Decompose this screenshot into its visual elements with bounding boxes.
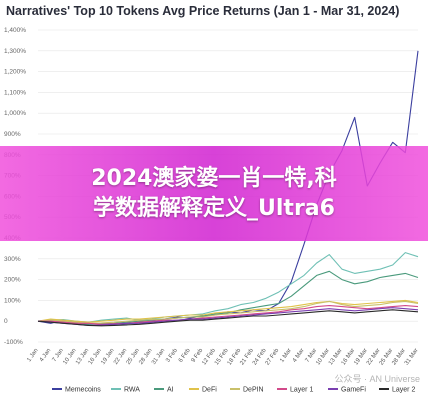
- y-tick-label: 300%: [4, 256, 21, 263]
- series-line-layer-1: [38, 305, 419, 325]
- y-tick-label: 1,100%: [4, 89, 26, 96]
- legend-label: Layer 2: [392, 387, 415, 394]
- x-tick-label: 31 Jan: [151, 348, 166, 366]
- series-line-layer-2: [37, 309, 419, 327]
- y-tick-label: 0: [4, 318, 8, 325]
- legend-label: RWA: [124, 387, 140, 394]
- y-tick-label: 200%: [4, 277, 21, 284]
- x-tick-label: 4 Mar: [292, 348, 306, 364]
- x-tick-label: 6 Feb: [178, 347, 192, 364]
- y-tick-label: 900%: [4, 131, 21, 138]
- x-tick-label: 1 Jan: [26, 348, 39, 363]
- x-tick-label: 1 Mar: [279, 348, 293, 364]
- x-tick-label: 4 Jan: [39, 348, 52, 363]
- watermark-text: 公众号 · AN Universe: [334, 374, 420, 384]
- chart-title: Narratives' Top 10 Tokens Avg Price Retu…: [6, 4, 400, 18]
- y-tick-label: 1,000%: [4, 110, 26, 117]
- series-line-gamefi: [37, 307, 419, 326]
- series-line-ai: [38, 270, 419, 325]
- y-tick-label: 1,400%: [4, 27, 26, 34]
- overlay-line-1: 2024澳家婆一肖一特,科: [91, 165, 337, 191]
- y-tick-label: 1,300%: [4, 48, 26, 55]
- y-tick-label: 100%: [4, 297, 21, 304]
- x-tick-label: 27 Feb: [265, 347, 281, 366]
- legend-label: AI: [167, 387, 174, 394]
- overlay-banner: 2024澳家婆一肖一特,科 学数据解释定义_Ultra6: [0, 146, 428, 241]
- legend-label: DePIN: [243, 387, 264, 394]
- y-tick-label: 1,200%: [4, 69, 26, 76]
- legend-label: Layer 1: [290, 387, 313, 394]
- x-tick-label: 31 Mar: [404, 348, 420, 367]
- series-line-defi: [37, 299, 419, 323]
- y-tick-label: -100%: [4, 339, 23, 346]
- series-line-depin: [37, 300, 419, 324]
- legend-label: GameFi: [341, 387, 366, 394]
- overlay-line-2: 学数据解释定义_Ultra6: [93, 195, 335, 221]
- legend-label: DeFi: [202, 387, 217, 394]
- series-line-rwa: [37, 252, 419, 323]
- legend-label: Memecoins: [65, 387, 101, 394]
- x-tick-label: 3 Feb: [165, 347, 179, 364]
